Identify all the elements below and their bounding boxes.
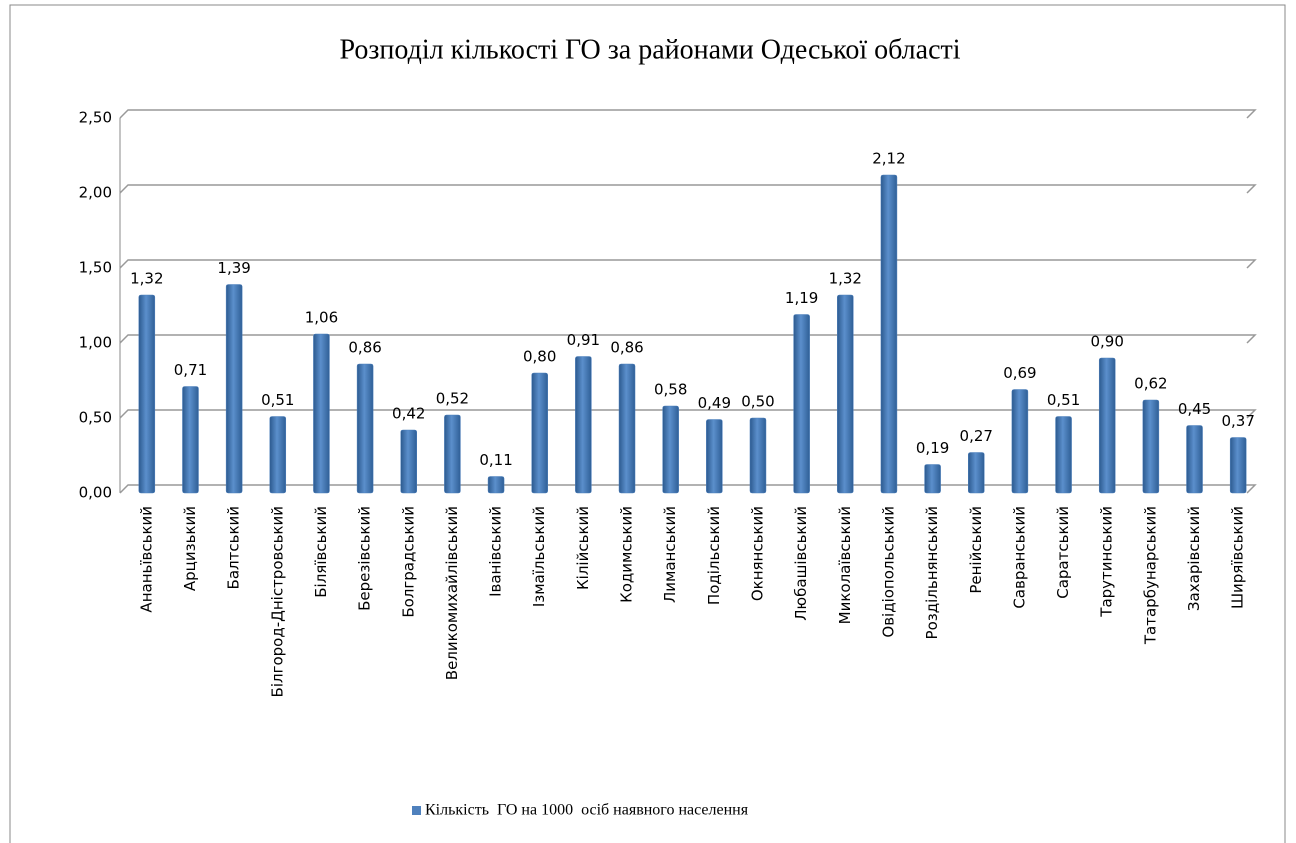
bar <box>880 174 898 494</box>
data-label: 0,52 <box>436 390 469 408</box>
data-label: 0,69 <box>1003 364 1036 382</box>
x-tick-label: Іванівський <box>487 506 505 597</box>
data-label: 0,86 <box>610 339 643 357</box>
x-tick-label: Савранський <box>1010 506 1028 609</box>
grid-line <box>119 484 1257 494</box>
x-tick-label: Ширяївський <box>1229 506 1247 609</box>
bar <box>400 429 417 494</box>
bar <box>182 386 199 494</box>
bar <box>662 405 679 494</box>
data-label: 0,42 <box>392 405 425 423</box>
bar <box>225 284 243 494</box>
bar <box>837 294 854 494</box>
x-tick-label: Захарівський <box>1185 506 1203 611</box>
chart-title: Розподіл кількості ГО за районами Одеськ… <box>339 34 960 65</box>
x-tick-label: Білгород-Дністровський <box>268 506 286 697</box>
data-label: 1,39 <box>217 259 250 277</box>
x-tick-label: Великомихайлівський <box>443 506 461 680</box>
data-label: 0,49 <box>698 394 731 412</box>
bar <box>793 314 810 494</box>
legend-marker <box>412 806 421 815</box>
y-tick-label: 0,00 <box>79 484 112 502</box>
y-tick-label: 1,50 <box>79 259 112 277</box>
data-label: 1,19 <box>785 289 818 307</box>
data-label: 0,11 <box>479 451 512 469</box>
x-tick-label: Подільський <box>705 506 723 605</box>
chart-frame <box>9 4 1286 843</box>
data-label: 0,91 <box>567 331 600 349</box>
data-label: 0,19 <box>916 439 949 457</box>
y-tick-label: 0,50 <box>79 409 112 427</box>
bar <box>575 356 592 494</box>
data-label: 1,32 <box>829 270 862 288</box>
bar <box>444 414 461 494</box>
x-tick-label: Миколаївський <box>836 506 854 624</box>
grid-line <box>119 184 1257 194</box>
grid-line <box>119 334 1257 344</box>
data-label: 0,90 <box>1091 333 1124 351</box>
data-label: 0,51 <box>261 391 294 409</box>
bar <box>924 464 941 494</box>
x-tick-label: Роздільнянський <box>923 506 941 639</box>
bar <box>1011 389 1029 494</box>
y-tick-label: 2,00 <box>79 184 112 202</box>
data-label: 0,86 <box>348 339 381 357</box>
data-label: 0,58 <box>654 381 687 399</box>
bar <box>1098 357 1116 494</box>
data-label: 0,71 <box>174 361 207 379</box>
x-tick-label: Березівський <box>356 506 374 611</box>
x-tick-label: Ананьївський <box>137 506 155 613</box>
data-label: 0,51 <box>1047 391 1080 409</box>
bar <box>749 417 767 494</box>
x-tick-label: Кілійський <box>574 506 592 590</box>
x-tick-label: Арцизький <box>181 506 199 591</box>
bar <box>487 476 505 494</box>
data-label: 1,32 <box>130 270 163 288</box>
x-tick-label: Кодимський <box>618 506 636 603</box>
x-tick-label: Ренійський <box>967 506 985 594</box>
grid-line <box>119 109 1257 119</box>
x-tick-label: Ізмаїльський <box>530 506 548 607</box>
y-tick-label: 2,50 <box>79 109 112 127</box>
x-tick-label: Любашівський <box>792 506 810 621</box>
bar <box>706 419 723 494</box>
x-tick-label: Татарбунарський <box>1141 506 1159 645</box>
data-label: 0,62 <box>1134 375 1167 393</box>
legend-label: Кількість ГО на 1000 осіб наявного насел… <box>425 802 749 819</box>
bar <box>968 452 985 494</box>
x-tick-label: Тарутинський <box>1098 506 1116 618</box>
data-label: 0,37 <box>1221 412 1254 430</box>
data-label: 0,50 <box>741 393 774 411</box>
bar <box>356 363 374 494</box>
x-tick-label: Балтський <box>225 506 243 589</box>
x-tick-label: Овідіопольський <box>879 506 897 638</box>
bar <box>531 372 548 494</box>
x-tick-label: Болградський <box>399 506 417 618</box>
x-tick-label: Саратський <box>1054 506 1072 599</box>
bar <box>1229 437 1247 494</box>
x-tick-label: Біляївський <box>312 506 330 598</box>
grid-line <box>119 259 1257 269</box>
data-label: 1,06 <box>305 309 338 327</box>
data-label: 0,27 <box>960 427 993 445</box>
bar <box>138 294 156 494</box>
data-label: 0,80 <box>523 348 556 366</box>
bar <box>269 416 287 494</box>
y-tick-label: 1,00 <box>79 334 112 352</box>
bar <box>1055 416 1072 494</box>
data-label: 2,12 <box>872 150 905 168</box>
x-tick-label: Лиманський <box>661 506 679 603</box>
data-label: 0,45 <box>1178 400 1211 418</box>
x-tick-label: Окнянський <box>748 506 766 601</box>
bar <box>618 363 636 494</box>
grid-line <box>119 409 1257 419</box>
bar <box>313 333 330 494</box>
bar <box>1186 425 1203 494</box>
bar <box>1142 399 1160 494</box>
